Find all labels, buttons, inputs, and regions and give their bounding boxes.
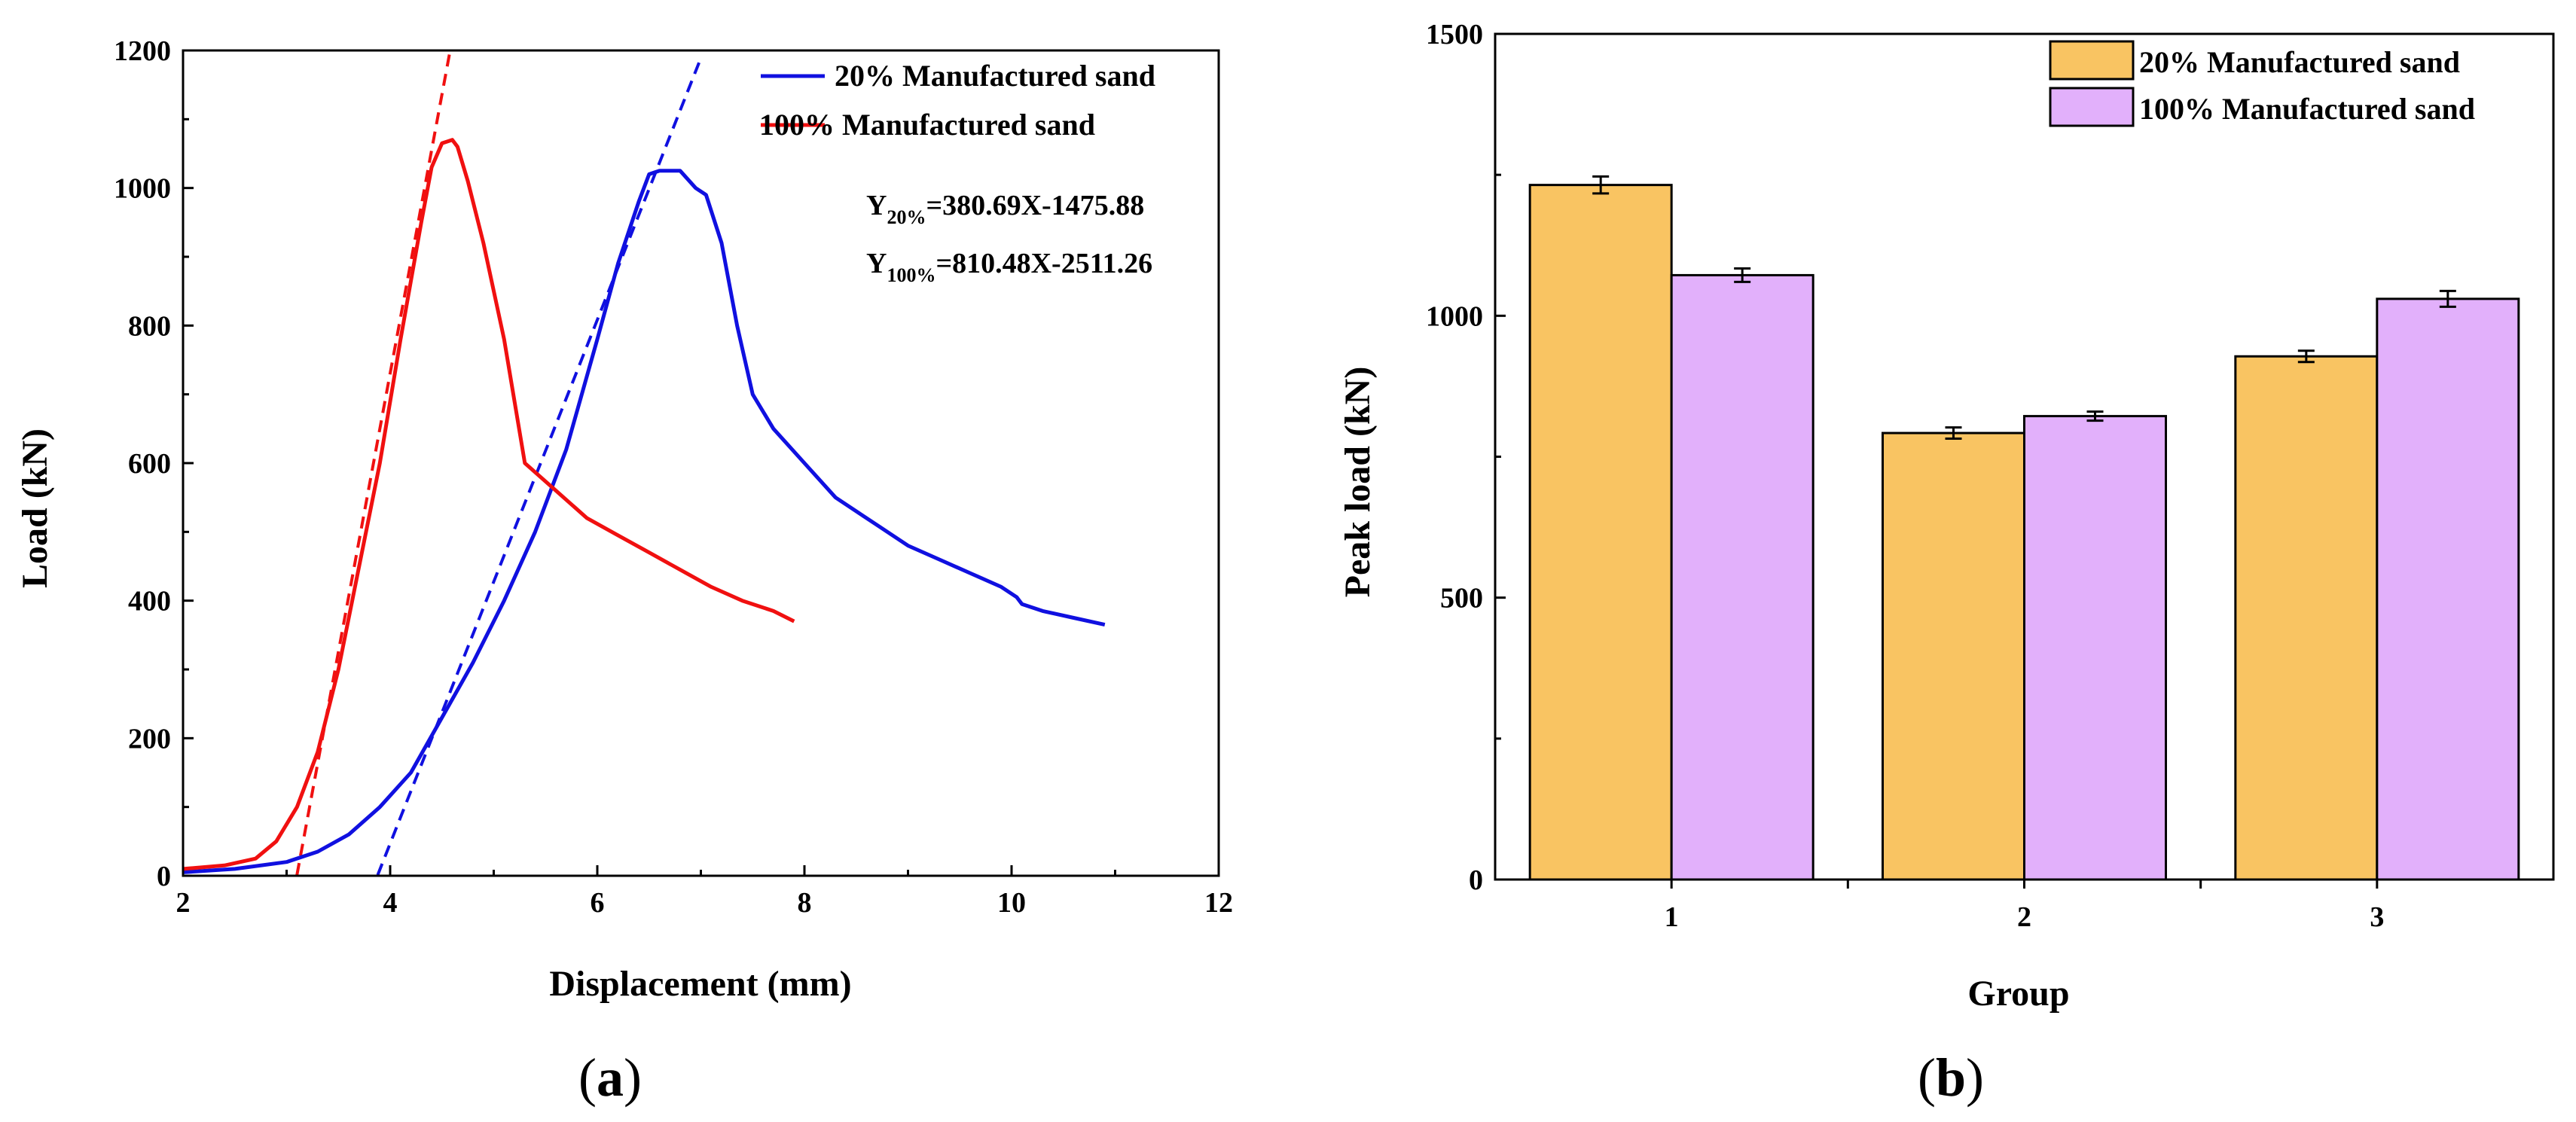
panel-label-a: (a) <box>578 1047 642 1108</box>
legend-b: 20% Manufactured sand 100% Manufactured … <box>2049 40 2475 127</box>
panel-a-line-chart: 2 4 6 8 10 12 0 200 400 600 800 1000 1200 Displaceme… <box>15 35 1233 1108</box>
bar-group3-series0 <box>2234 355 2379 881</box>
panel-label-a-close: ) <box>624 1047 642 1108</box>
series-line-0 <box>182 169 1106 874</box>
equation-100pct-sub: 100% <box>887 264 935 286</box>
legend-label-100pct: 100% Manufactured sand <box>759 108 1095 142</box>
bar-group2-series1 <box>2023 415 2167 881</box>
x-tick-label-1: 4 <box>383 887 398 919</box>
legend-label-20pct: 20% Manufactured sand <box>835 59 1155 93</box>
y-tick-label-4: 800 <box>128 310 171 342</box>
panel-label-b-open: ( <box>1918 1047 1936 1108</box>
legend-a: 20% Manufactured sand 100% Manufactured … <box>759 59 1155 142</box>
legend-label-100pct-bar: 100% Manufactured sand <box>2139 92 2475 126</box>
y-tick-label-b-1: 500 <box>1440 583 1483 614</box>
y-tick-label-b-3: 1500 <box>1426 19 1483 50</box>
x-tick-label-b-1: 2 <box>2017 901 2031 933</box>
ticks-a: 2 4 6 8 10 12 0 200 400 600 800 1000 1200 <box>114 35 1233 919</box>
y-tick-label-5: 1000 <box>114 173 171 205</box>
legend-label-20pct-bar: 20% Manufactured sand <box>2139 45 2460 79</box>
panel-label-b: (b) <box>1918 1047 1984 1108</box>
legend-swatch-20pct-bar <box>2049 40 2135 81</box>
ticks-b: 1 2 3 0 500 1000 1500 <box>1426 19 2384 933</box>
bar-group3-series1 <box>2376 297 2520 881</box>
y-tick-label-b-0: 0 <box>1469 864 1483 896</box>
x-tick-label-b-0: 1 <box>1665 901 1679 933</box>
bar-group2-series0 <box>1882 431 2025 881</box>
equation-20pct-rest: =380.69X-1475.88 <box>926 190 1144 221</box>
equation-20pct-sub: 20% <box>887 206 926 228</box>
panel-label-a-open: ( <box>578 1047 597 1108</box>
x-tick-label-5: 12 <box>1204 887 1233 919</box>
equation-100pct: Y100%=810.48X-2511.26 <box>866 248 1152 286</box>
panel-label-a-letter: a <box>597 1047 624 1108</box>
plot-frame-a <box>182 49 1220 877</box>
x-axis-label-a: Displacement (mm) <box>549 964 851 1004</box>
equation-20pct-lead: Y <box>866 190 887 221</box>
fit-equations: Y20%=380.69X-1475.88 Y100%=810.48X-2511.… <box>866 190 1152 286</box>
equation-20pct: Y20%=380.69X-1475.88 <box>866 190 1144 228</box>
fit-line-1 <box>295 50 452 876</box>
x-tick-label-4: 10 <box>997 887 1026 919</box>
y-tick-label-6: 1200 <box>114 35 171 67</box>
x-tick-label-b-2: 3 <box>2370 901 2384 933</box>
y-tick-label-b-2: 1000 <box>1426 300 1483 332</box>
bar-group1-series0 <box>1528 184 1673 881</box>
panel-label-b-letter: b <box>1936 1047 1966 1108</box>
y-axis-label-b: Peak load (kN) <box>1338 367 1378 598</box>
legend-swatch-100pct-bar <box>2049 87 2135 127</box>
y-tick-label-1: 200 <box>128 723 171 755</box>
x-tick-label-2: 6 <box>591 887 605 919</box>
panel-b-bar-chart: 1 2 3 0 500 1000 1500 Group Peak load (kN) 20%… <box>1338 19 2555 1108</box>
plot-area-b <box>1494 32 2555 881</box>
panel-label-b-close: ) <box>1966 1047 1984 1108</box>
y-tick-label-3: 600 <box>128 448 171 480</box>
equation-100pct-rest: =810.48X-2511.26 <box>935 248 1152 279</box>
x-axis-label-b: Group <box>1967 974 2069 1014</box>
bar-group1-series1 <box>1670 273 1814 881</box>
y-tick-label-0: 0 <box>157 861 171 892</box>
y-tick-label-2: 400 <box>128 586 171 617</box>
x-tick-label-3: 8 <box>798 887 812 919</box>
plot-area-a <box>182 49 1220 877</box>
series-line-1 <box>182 138 795 871</box>
x-tick-label-0: 2 <box>176 887 191 919</box>
equation-100pct-lead: Y <box>866 248 887 279</box>
y-axis-label-a: Load (kN) <box>15 428 55 588</box>
